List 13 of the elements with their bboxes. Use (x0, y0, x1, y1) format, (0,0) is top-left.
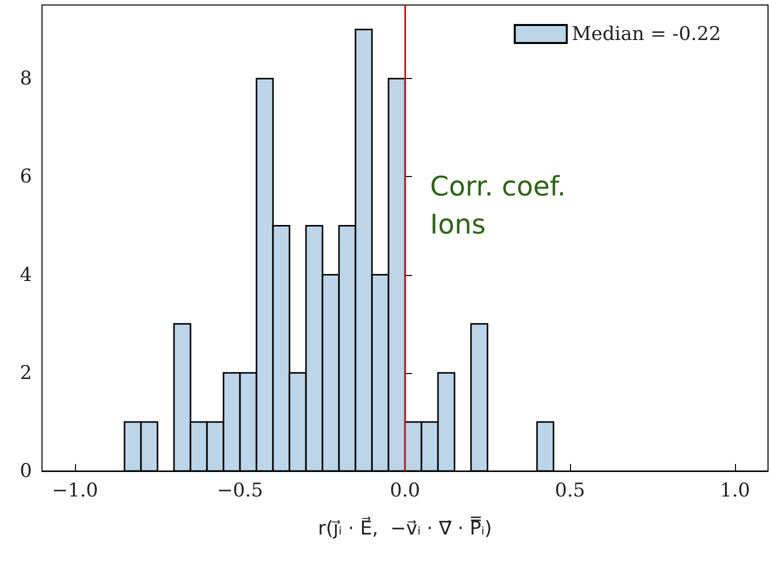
x-tick-label: −0.5 (216, 480, 264, 502)
y-tick-label: 4 (20, 264, 32, 286)
y-tick-label: 2 (20, 362, 32, 384)
x-axis-title: r(j⃗ᵢ · E⃗, −v⃗ᵢ · ∇⃗ · P̿ᵢ) (318, 516, 492, 540)
legend-label: Median = -0.22 (572, 23, 722, 45)
y-tick-label: 6 (20, 166, 32, 188)
annotation: Corr. coef. Ions (430, 172, 566, 240)
x-tick-label: 0.0 (390, 480, 420, 502)
y-tick-label: 8 (20, 68, 32, 90)
x-tick-label: 1.0 (720, 480, 750, 502)
x-tick-label: 0.5 (554, 480, 586, 502)
x-tick-label: −1.0 (52, 480, 98, 502)
y-tick-label: 0 (20, 460, 32, 482)
